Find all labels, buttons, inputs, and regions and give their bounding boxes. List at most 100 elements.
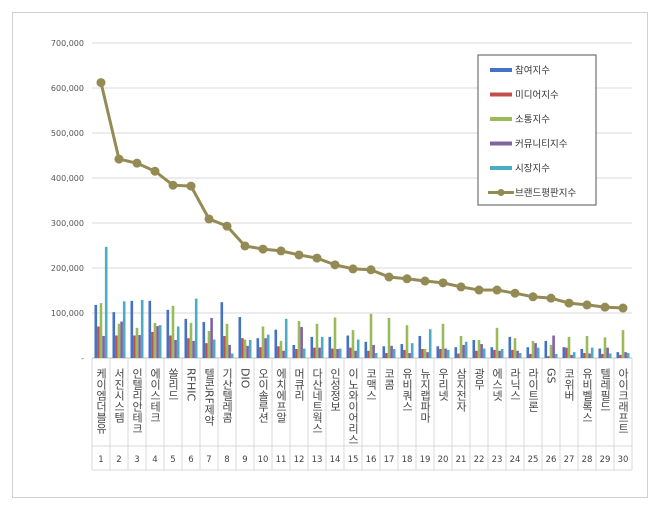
bar-시장지수	[572, 352, 576, 358]
category-label: 라이트론	[527, 368, 540, 412]
brand-index-point	[258, 244, 268, 254]
bar-커뮤니티지수	[390, 345, 393, 358]
brand-index-point	[384, 272, 394, 282]
brand-index-point	[474, 285, 484, 295]
bar-소통지수	[189, 322, 193, 358]
rank-label: 22	[474, 455, 485, 465]
bar-시장지수	[518, 353, 522, 358]
bar-시장지수	[140, 299, 144, 358]
category-label: 삼지전자	[455, 368, 468, 412]
bar-시장지수	[248, 340, 252, 358]
bar-커뮤니티지수	[534, 343, 537, 358]
bar-미디어지수	[169, 335, 172, 358]
bar-참여지수	[94, 304, 98, 358]
bar-커뮤니티지수	[210, 317, 213, 358]
bar-참여지수	[436, 346, 440, 358]
bar-커뮤니티지수	[570, 354, 573, 358]
legend-swatch	[490, 141, 512, 146]
bar-시장지수	[554, 353, 558, 358]
bar-시장지수	[482, 348, 486, 358]
bar-소통지수	[315, 323, 319, 358]
rank-label: 29	[600, 455, 611, 465]
brand-index-point	[168, 180, 178, 190]
bar-미디어지수	[313, 347, 316, 358]
bar-커뮤니티지수	[624, 352, 627, 358]
bar-소통지수	[549, 344, 553, 358]
category-label: 케이엠더블유	[95, 368, 108, 434]
bar-미디어지수	[367, 350, 370, 358]
bar-참여지수	[148, 300, 152, 358]
bar-시장지수	[428, 329, 432, 358]
category-label: RFHIC	[185, 368, 198, 401]
y-tick-label: 600,000	[51, 84, 84, 93]
category-label: 텔콘RF제약	[203, 368, 216, 427]
y-tick-label: 700,000	[51, 39, 84, 48]
bar-소통지수	[387, 317, 391, 358]
brand-index-point	[312, 253, 322, 263]
bar-소통지수	[621, 330, 625, 358]
category-label: 기산텔레콤	[221, 368, 234, 423]
brand-index-point	[510, 288, 520, 298]
bar-소통지수	[279, 340, 283, 358]
brand-index-point	[96, 78, 106, 88]
bar-시장지수	[356, 339, 360, 358]
brand-index-point	[150, 166, 160, 176]
bar-미디어지수	[151, 331, 154, 358]
bar-시장지수	[158, 325, 162, 358]
category-label: 다산네트웍스	[311, 368, 324, 434]
bar-시장지수	[302, 348, 306, 358]
bar-소통지수	[531, 340, 535, 358]
bar-미디어지수	[439, 349, 442, 358]
bar-소통지수	[225, 323, 229, 358]
rank-label: 16	[366, 455, 377, 465]
bar-미디어지수	[133, 335, 136, 358]
y-tick-label: 100,000	[51, 309, 84, 318]
brand-index-point	[222, 221, 232, 231]
bar-참여지수	[544, 340, 548, 358]
category-label: 광무	[473, 368, 486, 390]
bar-미디어지수	[385, 353, 388, 358]
bar-커뮤니티지수	[138, 335, 141, 358]
category-label: 에이스테크	[149, 368, 162, 423]
bar-미디어지수	[331, 348, 334, 358]
bar-커뮤니티지수	[156, 326, 159, 358]
brand-index-point	[366, 265, 376, 275]
bar-참여지수	[454, 347, 458, 358]
bar-소통지수	[297, 321, 301, 358]
legend-swatch	[490, 68, 512, 72]
bar-참여지수	[256, 338, 260, 358]
rank-label: 18	[402, 455, 413, 465]
bar-소통지수	[603, 337, 607, 358]
bar-참여지수	[112, 312, 116, 358]
bar-소통지수	[459, 335, 463, 358]
rank-label: 5	[170, 455, 175, 465]
bar-소통지수	[243, 339, 247, 358]
brand-index-point	[528, 292, 538, 302]
rank-label: 12	[294, 455, 305, 465]
bar-미디어지수	[241, 338, 244, 358]
category-label: 오이솔루션	[257, 368, 270, 423]
legend-label: 소통지수	[515, 115, 550, 126]
rank-label: 15	[348, 455, 359, 465]
category-label: 우리넷	[437, 368, 450, 401]
bar-참여지수	[346, 335, 350, 358]
bar-커뮤니티지수	[552, 335, 555, 358]
bar-참여지수	[364, 341, 368, 358]
brand-index-point	[546, 293, 556, 303]
bar-시장지수	[212, 339, 216, 358]
brand-index-point	[564, 298, 574, 308]
brand-index-point	[132, 158, 142, 168]
rank-label: 11	[276, 455, 287, 465]
rank-label: 21	[456, 455, 467, 465]
bar-미디어지수	[493, 349, 496, 358]
bar-미디어지수	[223, 335, 226, 358]
bar-시장지수	[590, 347, 594, 358]
bar-커뮤니티지수	[498, 350, 501, 358]
bar-미디어지수	[529, 353, 532, 358]
bar-시장지수	[320, 336, 324, 358]
category-label: 아이크래프트	[617, 368, 630, 434]
category-label: 코맥스	[365, 368, 378, 401]
rank-label: 8	[224, 455, 229, 465]
bar-참여지수	[130, 300, 134, 358]
bar-소통지수	[441, 323, 445, 358]
